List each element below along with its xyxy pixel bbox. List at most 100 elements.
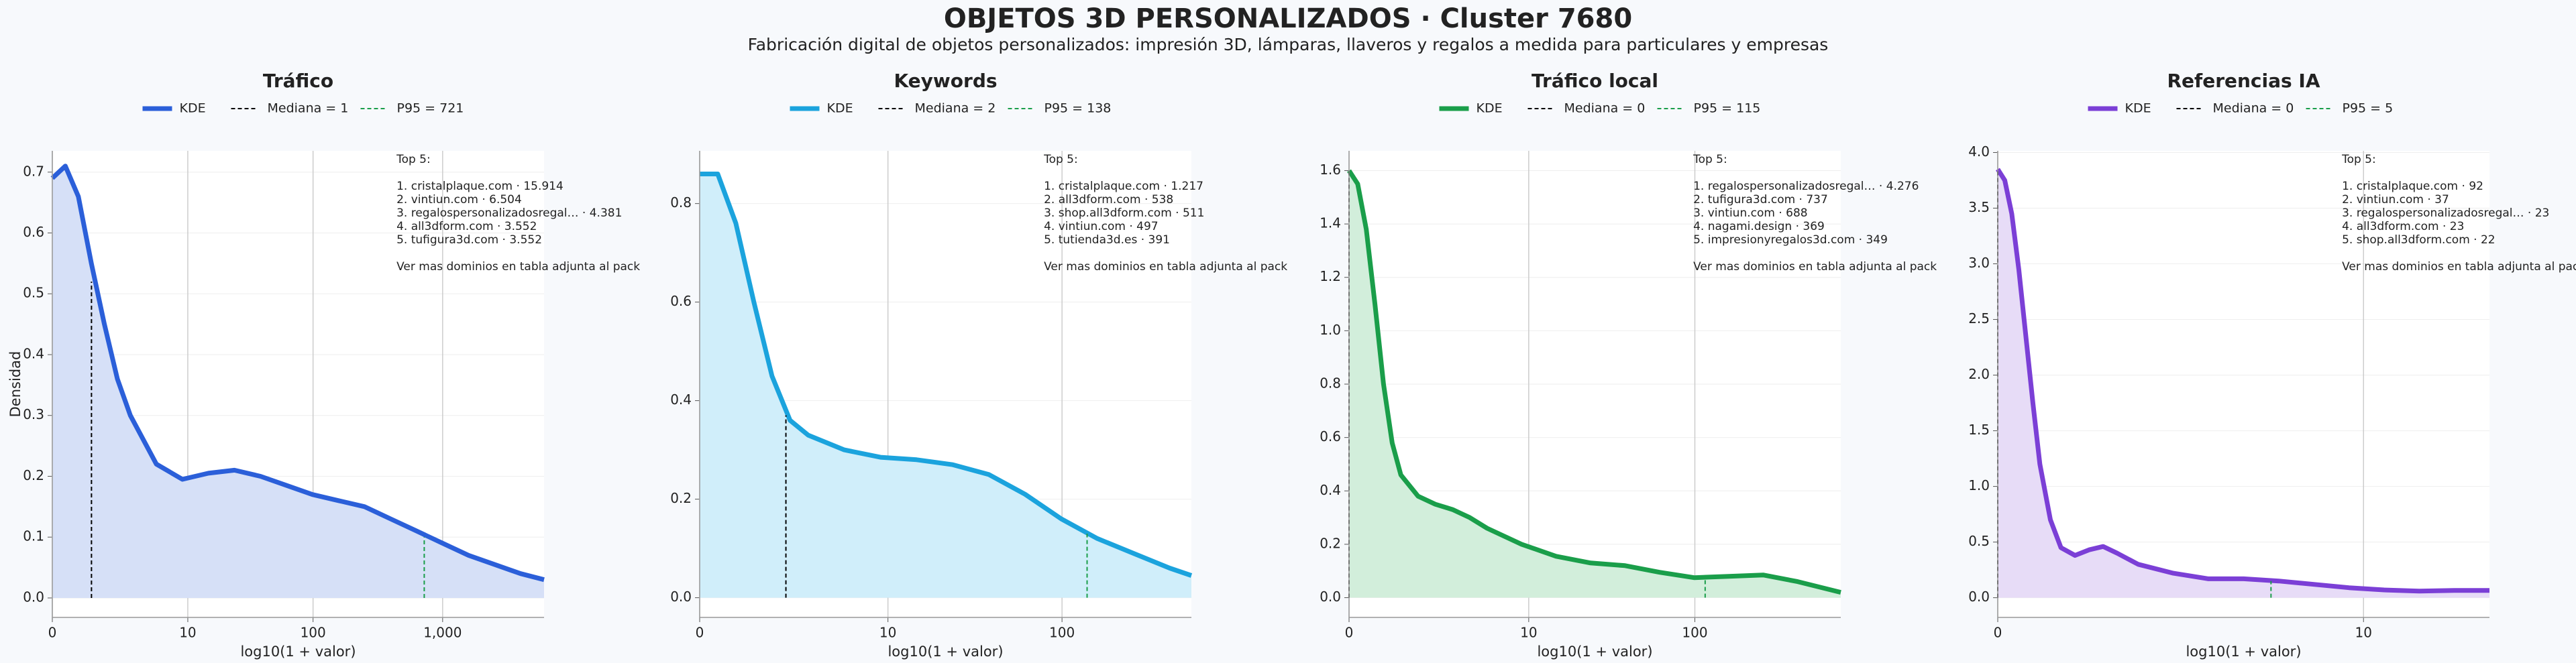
legend-label: P95 = 721: [397, 101, 464, 116]
annotation-item: 4. all3dform.com · 3.552: [396, 220, 537, 233]
legend-label: KDE: [827, 101, 853, 116]
annotation-item: 3. regalospersonalizadosregal… · 23: [2342, 206, 2549, 220]
y-tick-label: 3.0: [1968, 255, 1990, 271]
y-axis-label: Densidad: [7, 351, 23, 418]
annotation-item: 1. cristalplaque.com · 92: [2342, 180, 2483, 193]
x-tick-label: 0: [1994, 625, 2002, 641]
y-tick-label: 0.5: [23, 285, 44, 301]
y-tick-label: 4.0: [1968, 143, 1990, 160]
x-tick-label: 10: [2355, 625, 2372, 641]
y-tick-label: 0.2: [670, 490, 692, 506]
legend-label: P95 = 5: [2343, 101, 2394, 116]
y-tick-label: 2.0: [1968, 366, 1990, 382]
y-tick-label: 0.2: [23, 467, 44, 483]
annotation-footer: Ver mas dominios en tabla adjunta al pac…: [1044, 260, 1287, 274]
legend-label: Mediana = 0: [1564, 101, 1646, 116]
panel-title: Referencias IA: [2167, 70, 2320, 92]
x-tick-label: 0: [696, 625, 704, 641]
kde-line: [1996, 168, 2489, 594]
annotation-item: 2. tufigura3d.com · 737: [1693, 193, 1828, 206]
x-tick-label: 1,000: [423, 625, 462, 641]
annotation-item: 5. shop.all3dform.com · 22: [2342, 233, 2496, 247]
x-tick-label: 10: [179, 625, 196, 641]
panel-title: Tráfico: [263, 70, 333, 92]
y-tick-label: 0.4: [1320, 482, 1341, 498]
x-tick-label: 0: [48, 625, 57, 641]
y-tick-label: 1.4: [1320, 215, 1341, 231]
legend-label: Mediana = 0: [2213, 101, 2294, 116]
annotation-footer: Ver mas dominios en tabla adjunta al pac…: [2342, 260, 2576, 274]
annotation-item: 4. nagami.design · 369: [1693, 220, 1825, 233]
y-tick-label: 0.1: [23, 528, 44, 544]
y-tick-label: 0.0: [1320, 589, 1341, 605]
annotation-item: 1. cristalplaque.com · 1.217: [1044, 180, 1203, 193]
legend-label: P95 = 115: [1694, 101, 1761, 116]
annotation-item: 3. regalospersonalizadosregal… · 4.381: [396, 206, 622, 220]
x-tick-label: 100: [301, 625, 326, 641]
annotation-item: 5. impresionyregalos3d.com · 349: [1693, 233, 1888, 247]
y-tick-label: 0.3: [23, 406, 44, 422]
annotation-heading: Top 5:: [1693, 153, 1727, 166]
annotation-item: 2. vintiun.com · 37: [2342, 193, 2449, 206]
kde-line: [1347, 169, 1841, 595]
annotation-item: 5. tufigura3d.com · 3.552: [396, 233, 542, 247]
kde-area: [1349, 170, 1841, 598]
y-tick-label: 1.6: [1320, 162, 1341, 178]
annotation-item: 4. vintiun.com · 497: [1044, 220, 1159, 233]
y-tick-label: 0.8: [670, 194, 692, 210]
annotation-footer: Ver mas dominios en tabla adjunta al pac…: [396, 260, 640, 274]
x-axis-label: log10(1 + valor): [2186, 644, 2301, 660]
y-tick-label: 3.5: [1968, 199, 1990, 215]
legend-label: KDE: [1477, 101, 1503, 116]
y-tick-label: 0.7: [23, 163, 44, 179]
y-tick-label: 0.0: [23, 589, 44, 605]
y-tick-label: 0.8: [1320, 375, 1341, 391]
y-tick-label: 0.2: [1320, 535, 1341, 551]
annotation-item: 2. vintiun.com · 6.504: [396, 193, 522, 206]
annotation-item: 5. tutienda3d.es · 391: [1044, 233, 1170, 247]
x-tick-label: 10: [879, 625, 896, 641]
kde-area: [52, 166, 544, 598]
y-tick-label: 2.5: [1968, 310, 1990, 326]
y-tick-label: 0.0: [1968, 589, 1990, 605]
legend-label: KDE: [2125, 101, 2151, 116]
legend-label: KDE: [180, 101, 206, 116]
x-axis-label: log10(1 + valor): [1537, 644, 1652, 660]
y-tick-label: 1.2: [1320, 268, 1341, 284]
kde-area: [1998, 169, 2489, 598]
figure-subtitle: Fabricación digital de objetos personali…: [748, 35, 1829, 54]
annotation-item: 1. cristalplaque.com · 15.914: [396, 180, 564, 193]
y-tick-label: 0.4: [23, 345, 44, 361]
y-tick-label: 0.5: [1968, 533, 1990, 549]
x-axis-label: log10(1 + valor): [240, 644, 356, 660]
panel-title: Keywords: [894, 70, 997, 92]
annotation-item: 2. all3dform.com · 538: [1044, 193, 1173, 206]
y-tick-label: 0.6: [670, 293, 692, 309]
legend-label: Mediana = 2: [915, 101, 996, 116]
annotation-heading: Top 5:: [1043, 153, 1078, 166]
kde-line: [700, 172, 1193, 578]
kde-area: [700, 174, 1191, 598]
y-tick-label: 1.5: [1968, 422, 1990, 438]
x-tick-label: 100: [1049, 625, 1075, 641]
x-tick-label: 100: [1682, 625, 1707, 641]
y-tick-label: 0.0: [670, 589, 692, 605]
x-axis-label: log10(1 + valor): [888, 644, 1003, 660]
x-tick-label: 0: [1345, 625, 1354, 641]
panel-title: Tráfico local: [1532, 70, 1658, 92]
legend-label: Mediana = 1: [268, 101, 349, 116]
annotation-heading: Top 5:: [396, 153, 431, 166]
y-tick-label: 0.6: [1320, 428, 1341, 444]
annotation-item: 3. vintiun.com · 688: [1693, 206, 1808, 220]
y-tick-label: 1.0: [1968, 477, 1990, 493]
annotation-item: 4. all3dform.com · 23: [2342, 220, 2464, 233]
annotation-heading: Top 5:: [2341, 153, 2376, 166]
plot-area: [1998, 151, 2489, 617]
x-tick-label: 10: [1520, 625, 1537, 641]
y-tick-label: 0.6: [23, 224, 44, 240]
annotation-footer: Ver mas dominios en tabla adjunta al pac…: [1693, 260, 1937, 274]
annotation-item: 3. shop.all3dform.com · 511: [1044, 206, 1204, 220]
y-tick-label: 0.4: [670, 391, 692, 408]
